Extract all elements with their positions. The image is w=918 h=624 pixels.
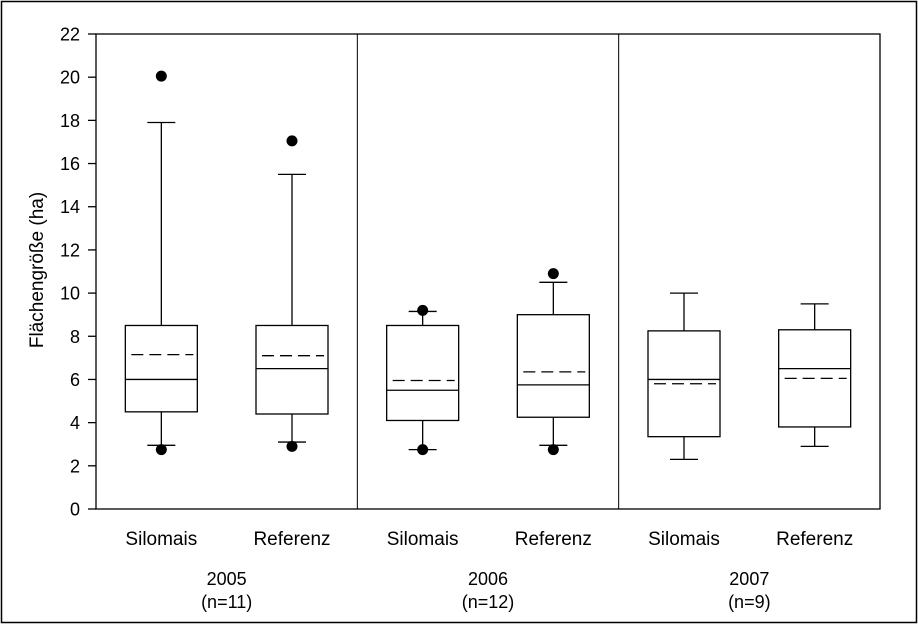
y-tick-label: 6 (70, 370, 80, 390)
group-label: 2007 (729, 569, 769, 589)
group-label: 2006 (468, 569, 508, 589)
box-2005-referenz (255, 135, 329, 452)
plot-area (124, 70, 852, 460)
iqr-box (124, 324, 198, 413)
x-category-label: Referenz (776, 529, 853, 550)
y-tick-label: 18 (60, 111, 80, 131)
box-2005-silomais (124, 70, 198, 456)
y-tick-label: 10 (60, 284, 80, 304)
group-n-label: (n=12) (462, 592, 515, 612)
outlier-point (417, 444, 429, 456)
y-tick-label: 14 (60, 197, 80, 217)
outlier-point (547, 444, 559, 456)
box-2006-referenz (516, 268, 590, 456)
outlier-point (417, 304, 429, 316)
iqr-box (386, 324, 460, 422)
outlier-point (547, 268, 559, 280)
group-n-label: (n=9) (728, 592, 771, 612)
x-category-label: Silomais (648, 529, 720, 550)
plot-frame (95, 33, 881, 510)
y-tick-label: 0 (70, 500, 80, 520)
y-tick-label: 20 (60, 68, 80, 88)
outlier-point (286, 440, 298, 452)
x-category-label: Referenz (515, 529, 592, 550)
x-category-label: Silomais (387, 529, 459, 550)
outlier-point (155, 444, 167, 456)
x-category-label: Silomais (125, 529, 197, 550)
outlier-point (155, 70, 167, 82)
y-tick-label: 8 (70, 327, 80, 347)
outlier-point (286, 135, 298, 147)
x-category-label: Referenz (253, 529, 330, 550)
y-tick-label: 22 (60, 25, 80, 45)
y-tick-label: 12 (60, 240, 80, 260)
y-tick-label: 2 (70, 456, 80, 476)
axes: 0 2 4 6 8 10 12 14 16 18 20 22 2005 (n=11) Silomais Ref… (60, 25, 881, 612)
box-2007-referenz (778, 303, 852, 448)
group-label: 2005 (207, 569, 247, 589)
group-n-label: (n=11) (201, 592, 252, 612)
iqr-box (516, 314, 590, 418)
y-axis-label: Flächengröße (ha) (27, 192, 48, 348)
y-tick-label: 16 (60, 154, 80, 174)
iqr-box (255, 324, 329, 415)
y-tick-label: 4 (70, 413, 80, 433)
box-2006-silomais (386, 304, 460, 456)
box-2007-silomais (647, 292, 721, 460)
